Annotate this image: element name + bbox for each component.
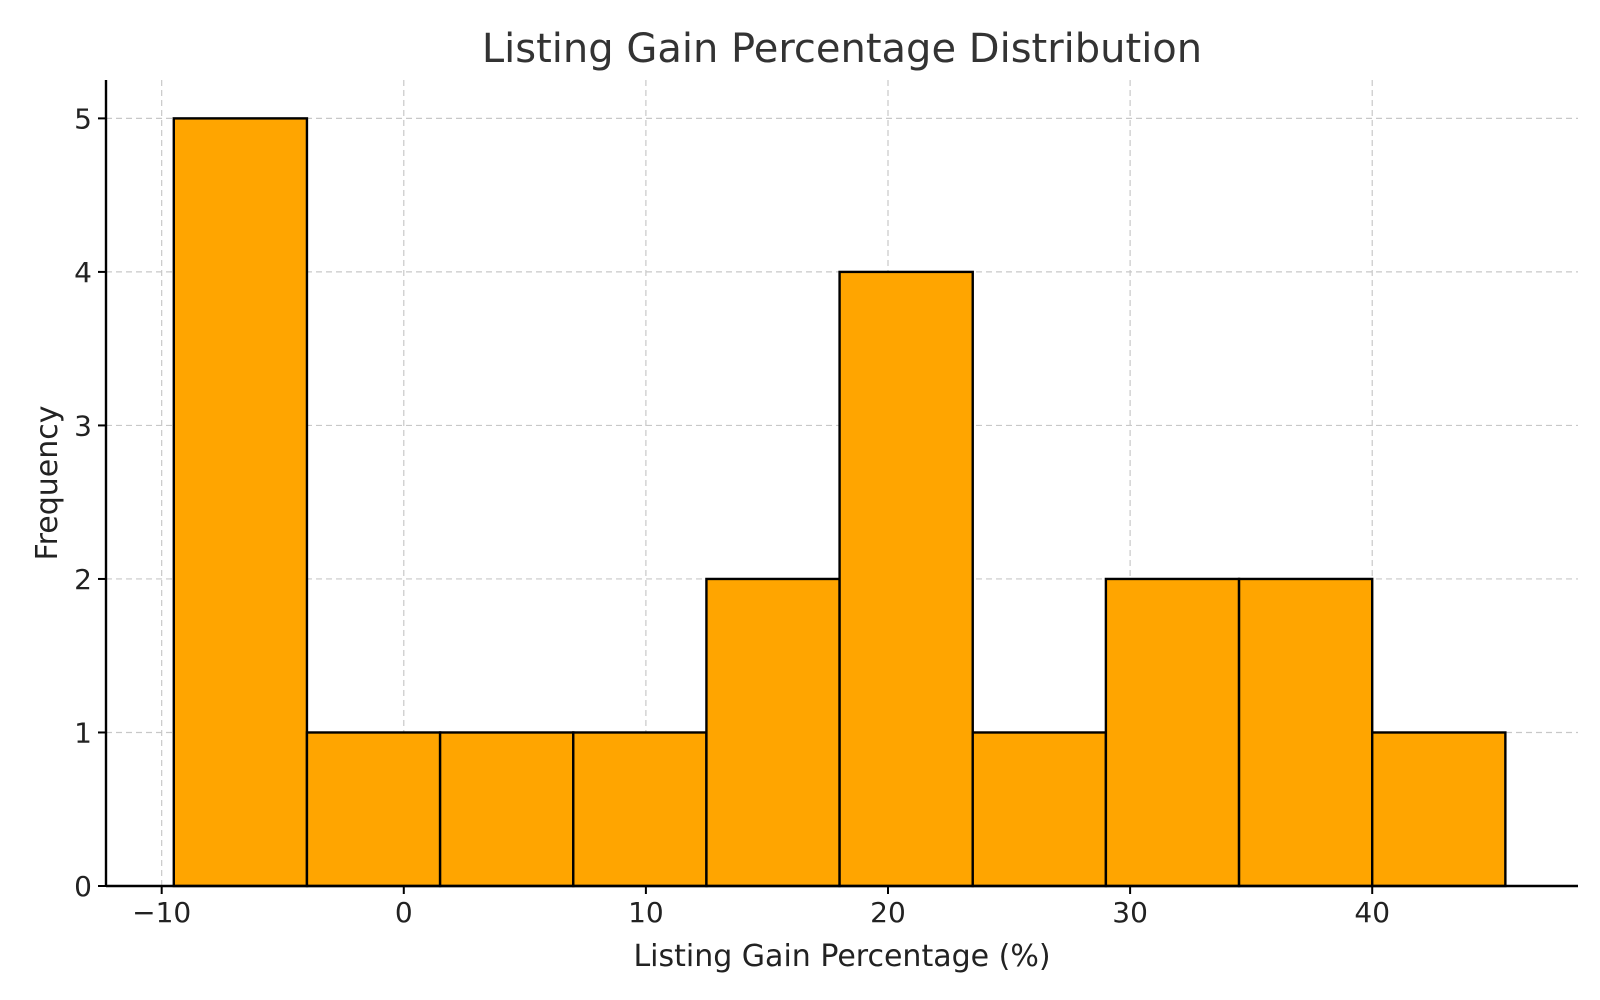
histogram-bar — [305, 731, 442, 888]
x-tick-label: −10 — [132, 896, 191, 929]
histogram-bar — [172, 117, 309, 888]
y-axis-label: Frequency — [30, 406, 65, 561]
histogram-bar — [1104, 577, 1241, 888]
x-tick-label: 40 — [1354, 896, 1390, 929]
x-axis-label: Listing Gain Percentage (%) — [633, 939, 1050, 974]
y-tick-label: 4 — [74, 256, 92, 289]
x-tick-label: 0 — [395, 896, 413, 929]
y-tick-label: 1 — [74, 716, 92, 749]
axes — [104, 80, 1578, 888]
histogram-bar — [572, 731, 708, 888]
histogram-bar — [1237, 577, 1374, 888]
chart-title: Listing Gain Percentage Distribution — [482, 26, 1202, 72]
y-tick-label: 5 — [74, 102, 92, 135]
histogram-bar — [705, 577, 841, 888]
histogram-bar — [971, 731, 1108, 888]
y-tick-label: 2 — [74, 563, 92, 596]
ticks: −10 0 10 20 30 40 0 1 2 3 4 5 — [74, 102, 1390, 929]
x-tick-label: 10 — [628, 896, 664, 929]
x-tick-label: 20 — [870, 896, 906, 929]
bars — [172, 117, 1507, 888]
histogram-bar — [438, 731, 575, 888]
histogram-bar — [838, 270, 974, 888]
x-tick-label: 30 — [1112, 896, 1148, 929]
y-tick-label: 3 — [74, 409, 92, 442]
y-tick-label: 0 — [74, 870, 92, 903]
histogram-bar — [1371, 731, 1507, 888]
